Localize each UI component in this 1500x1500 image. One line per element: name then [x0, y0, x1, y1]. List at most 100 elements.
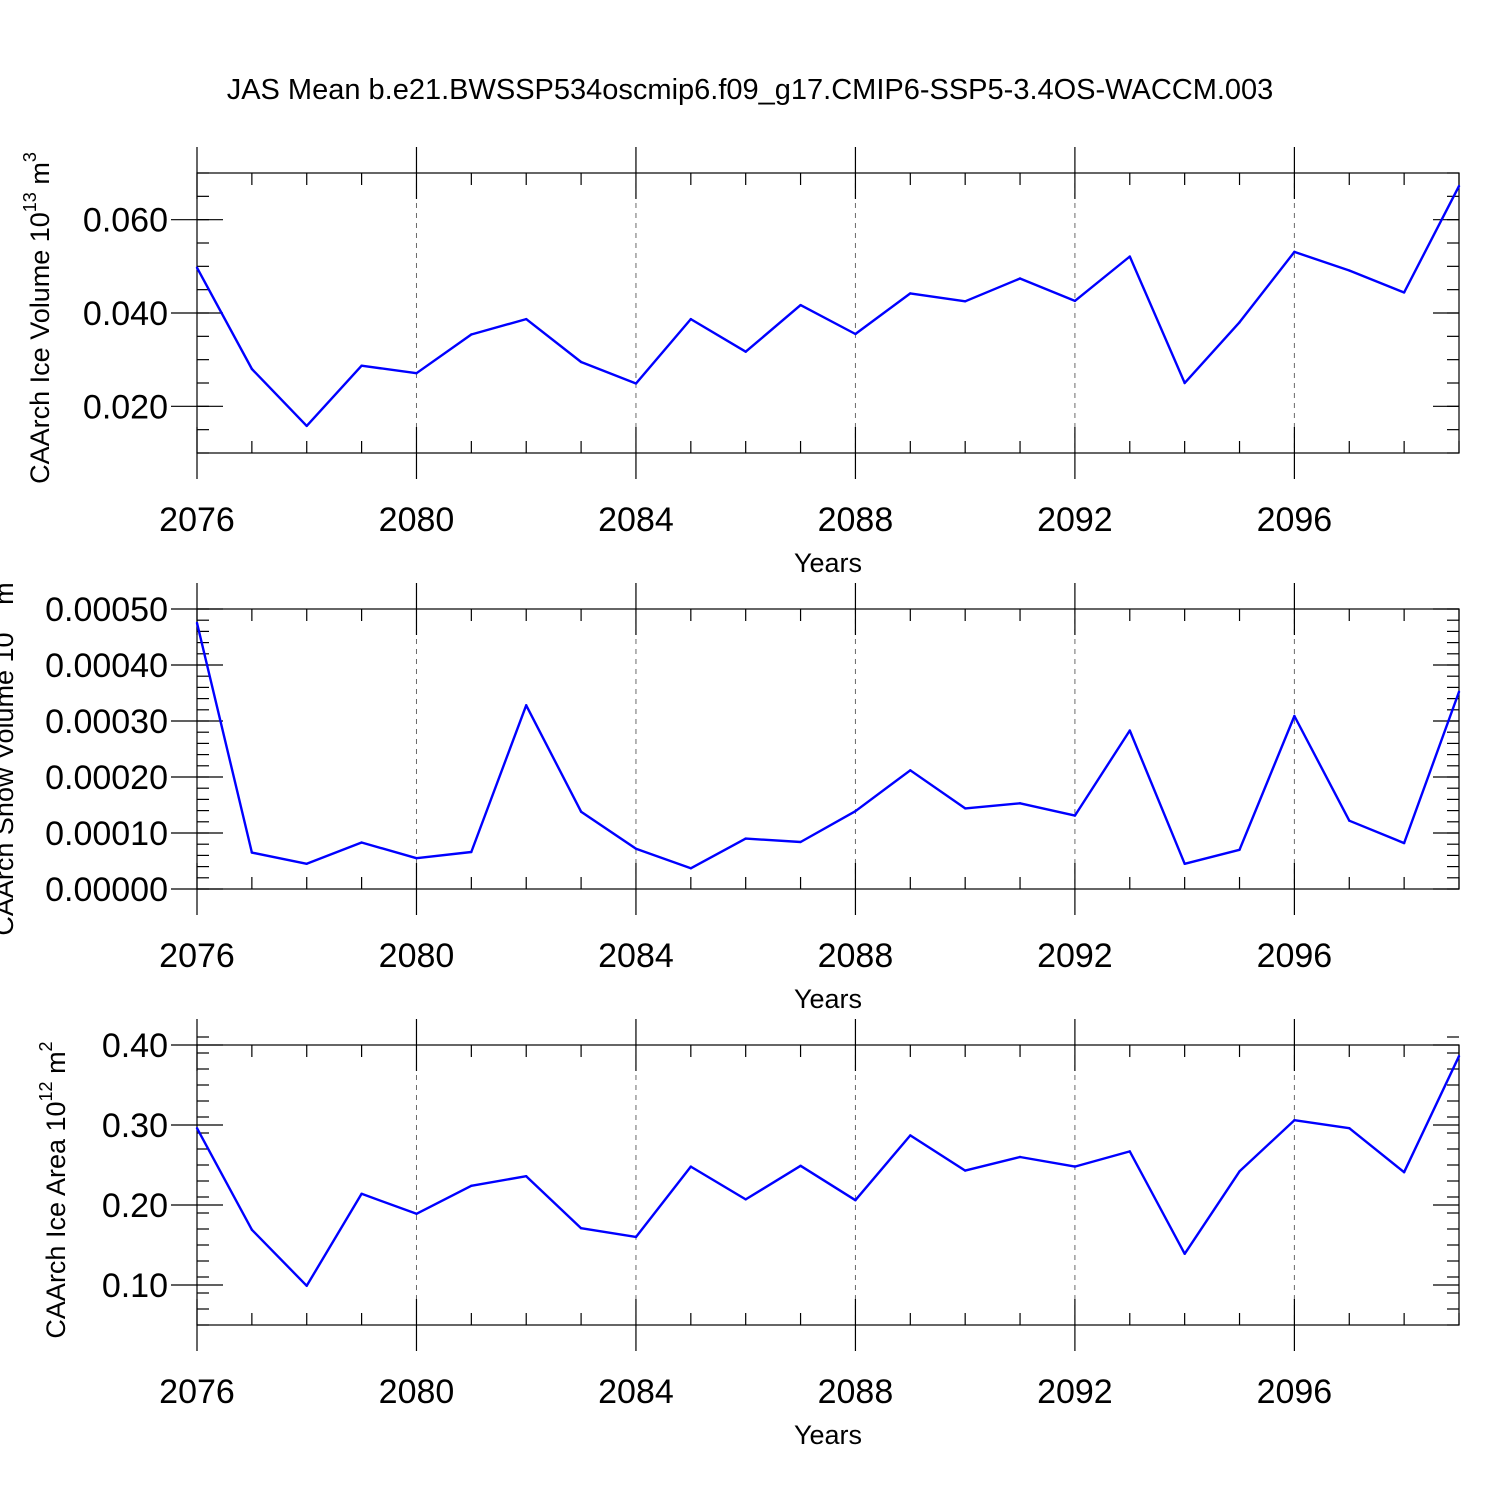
data-point — [250, 367, 254, 371]
data-point — [634, 1235, 638, 1239]
data-point — [963, 807, 967, 810]
panels: 0.020 0.040 0.060 2076 2080 2084 2088 2092 2096 Y… — [0, 147, 1461, 1450]
data-point — [634, 847, 638, 850]
plot-frame — [196, 608, 1460, 890]
y-tick-label: 0.060 — [83, 202, 168, 240]
y-axis-title-unit: m — [25, 162, 55, 192]
y-axis-title-text: CAArch Ice Volume 10 — [25, 212, 55, 484]
data-point — [1073, 299, 1077, 303]
data-point — [470, 1184, 473, 1188]
y-tick-label: 0.00040 — [45, 647, 168, 685]
x-axis-title: Years — [794, 1420, 862, 1450]
x-tick-label: 2092 — [1037, 501, 1113, 539]
chart-panel-1: 0.020 0.040 0.060 2076 2080 2084 2088 2092 2096 Y… — [20, 147, 1461, 578]
x-tick-label: 2080 — [379, 501, 455, 539]
data-point — [854, 809, 857, 813]
data-point — [525, 704, 528, 707]
data-point — [909, 769, 912, 772]
y-tick-label: 0.00020 — [45, 759, 168, 797]
data-point — [799, 840, 802, 844]
y-axis-title-unit-exponent: 2 — [36, 1041, 56, 1051]
data-point — [1183, 1252, 1186, 1256]
x-tick-label: 2088 — [818, 501, 894, 539]
x-tick-label: 2084 — [598, 1373, 674, 1411]
data-point — [579, 810, 583, 813]
y-tick-label: 0.00000 — [45, 871, 168, 909]
data-point — [525, 1175, 528, 1178]
data-point — [360, 1192, 363, 1196]
data-point — [195, 1127, 199, 1130]
data-point — [1348, 1127, 1351, 1130]
x-tick-label: 2092 — [1037, 1373, 1113, 1411]
data-point — [579, 1227, 583, 1230]
data-point — [415, 857, 418, 860]
x-tick-label: 2076 — [159, 937, 235, 975]
data-point — [1128, 729, 1131, 732]
chart-panel-3: 0.10 0.20 0.30 0.40 2076 2080 2084 2088 2092 2096… — [36, 1019, 1461, 1450]
data-point — [1457, 1055, 1461, 1058]
y-tick-label: 0.00010 — [45, 815, 168, 853]
data-point — [195, 266, 199, 269]
data-point — [250, 1228, 254, 1232]
y-axis-title: CAArch Ice Area 1012 m2 — [36, 1041, 71, 1338]
data-point — [744, 837, 747, 840]
x-tick-label: 2076 — [159, 501, 235, 539]
x-tick-label: 2088 — [818, 1373, 894, 1411]
x-tick-label: 2080 — [379, 1373, 455, 1411]
data-point — [1402, 1171, 1406, 1174]
data-point — [909, 1134, 912, 1137]
data-point — [305, 1284, 308, 1288]
data-point — [1018, 277, 1022, 280]
chart-panel-2: 0.00000 0.00010 0.00020 0.00030 0.00040 0.000… — [0, 572, 1461, 1014]
y-tick-label: 0.00030 — [45, 703, 168, 741]
data-point — [470, 333, 473, 336]
series-line — [195, 1055, 1461, 1288]
x-tick-label: 2096 — [1257, 501, 1333, 539]
x-tick-label: 2088 — [818, 937, 894, 975]
y-axis-title-unit: m — [41, 1051, 71, 1081]
data-point — [250, 851, 254, 854]
figure-title: JAS Mean b.e21.BWSSP534oscmip6.f09_g17.C… — [227, 74, 1274, 106]
data-point — [305, 424, 308, 428]
y-axis-title-exponent: 13 — [0, 612, 4, 632]
data-point — [744, 350, 747, 353]
y-axis-title: CAArch Snow Volume 1013 m3 — [0, 572, 19, 935]
y-tick-label: 0.00050 — [45, 591, 168, 629]
data-point — [1348, 269, 1351, 272]
plot-frame — [196, 1044, 1460, 1326]
y-axis-title-unit-exponent: 3 — [20, 152, 40, 162]
x-tick-label: 2080 — [379, 937, 455, 975]
data-point — [854, 1199, 857, 1202]
data-point — [1457, 690, 1461, 694]
data-point — [415, 1212, 418, 1216]
y-tick-label: 0.10 — [102, 1267, 168, 1305]
data-point — [1073, 814, 1077, 817]
data-point — [360, 364, 363, 367]
y-tick-label: 0.30 — [102, 1107, 168, 1145]
data-point — [470, 850, 473, 854]
data-point — [525, 317, 528, 321]
data-point — [1128, 1150, 1131, 1153]
y-axis-title-unit: m — [0, 582, 19, 612]
data-point — [1293, 250, 1296, 254]
data-point — [1128, 255, 1131, 258]
data-point — [1183, 381, 1186, 385]
x-tick-label: 2084 — [598, 501, 674, 539]
x-tick-label: 2092 — [1037, 937, 1113, 975]
data-point — [963, 300, 967, 303]
data-point — [689, 867, 693, 870]
y-axis-title-exponent: 13 — [20, 192, 40, 212]
data-point — [634, 382, 638, 385]
data-point — [579, 360, 583, 364]
data-point — [305, 862, 308, 865]
y-tick-label: 0.40 — [102, 1027, 168, 1065]
data-point — [854, 332, 857, 336]
series-line — [195, 185, 1461, 428]
data-point — [1293, 1119, 1296, 1122]
x-tick-label: 2076 — [159, 1373, 235, 1411]
data-point — [1402, 841, 1406, 845]
data-point — [1457, 184, 1461, 188]
data-point — [1238, 321, 1241, 324]
series-line — [195, 622, 1461, 870]
